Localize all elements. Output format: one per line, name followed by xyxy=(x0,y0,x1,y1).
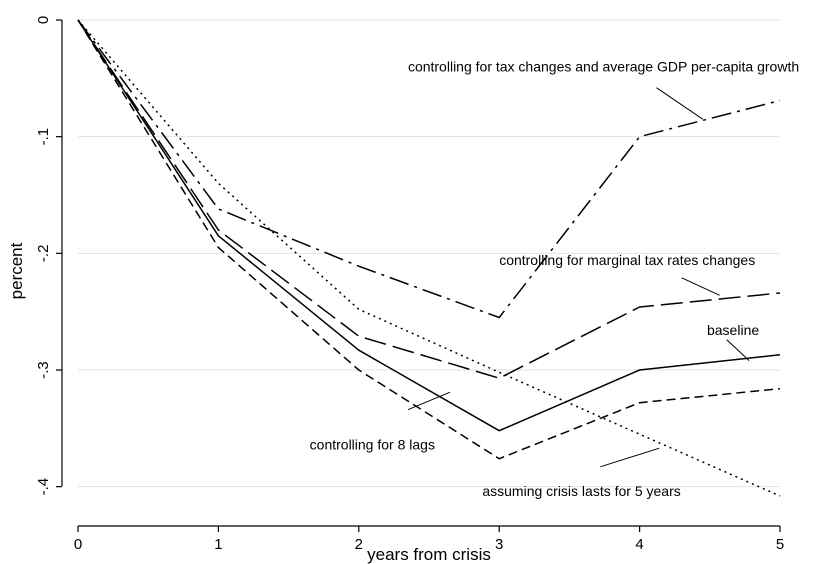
series-line-dotted xyxy=(77,19,781,497)
x-tick-label: 4 xyxy=(635,536,643,553)
series-layer xyxy=(77,19,781,497)
annotations: controlling for tax changes and average … xyxy=(310,58,799,499)
annotation-pointer xyxy=(681,277,720,296)
annotation-pointer xyxy=(600,447,660,468)
x-tick-label: 0 xyxy=(74,536,82,553)
annotation-label: controlling for tax changes and average … xyxy=(408,58,799,74)
series-line-long-dash xyxy=(77,19,781,379)
annotation-pointer xyxy=(656,87,704,120)
axes: 0 -.1 -.2 -.3 -.4 0 1 2 3 4 5 xyxy=(35,16,784,553)
y-tick-label: 0 xyxy=(35,16,52,24)
annotation-label: assuming crisis lasts for 5 years xyxy=(482,483,680,499)
series-line-short-dash xyxy=(77,19,781,460)
series-line-solid xyxy=(77,19,781,432)
annotation-pointer xyxy=(726,339,750,362)
y-tick-label: -.2 xyxy=(35,245,52,263)
y-tick-label: -.3 xyxy=(35,361,52,379)
x-tick-label: 1 xyxy=(214,536,222,553)
grid xyxy=(78,19,780,488)
x-tick-label: 5 xyxy=(776,536,784,553)
annotation-label: controlling for marginal tax rates chang… xyxy=(499,252,755,268)
series-line-dash-dot xyxy=(77,19,781,319)
x-tick-label: 2 xyxy=(355,536,363,553)
x-axis-label: years from crisis xyxy=(367,545,491,564)
annotation-pointer xyxy=(407,391,451,411)
x-tick-label: 3 xyxy=(495,536,503,553)
y-tick-label: -.4 xyxy=(35,478,52,496)
y-axis-label: percent xyxy=(7,242,26,299)
annotation-label: controlling for 8 lags xyxy=(310,436,435,452)
y-tick-label: -.1 xyxy=(35,128,52,146)
annotation-label: baseline xyxy=(707,322,759,338)
